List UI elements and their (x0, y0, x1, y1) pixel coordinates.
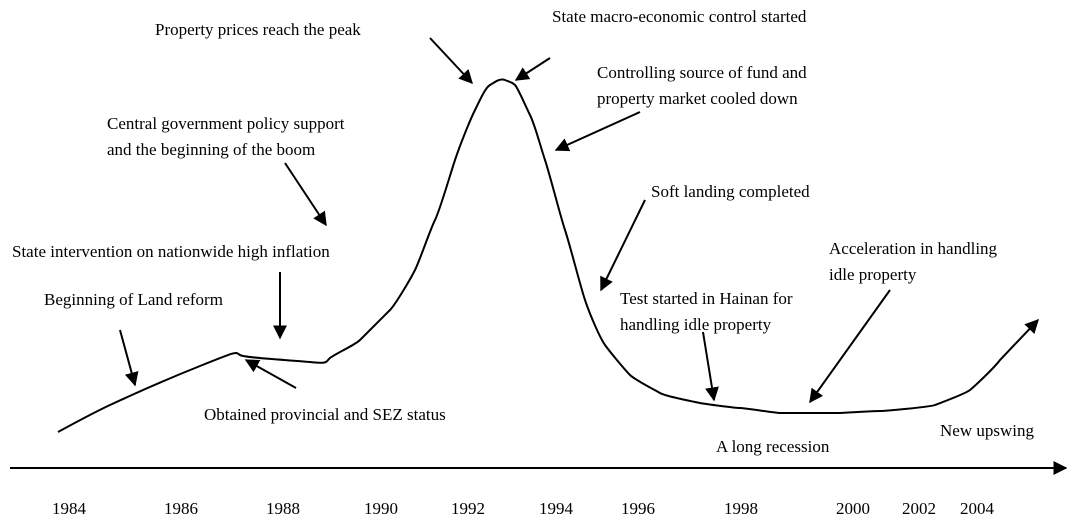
year-label: 2000 (836, 499, 870, 518)
year-label: 1990 (364, 499, 398, 518)
annotation: idle property (829, 265, 917, 284)
annotation: and the beginning of the boom (107, 140, 315, 159)
annotation: Obtained provincial and SEZ status (204, 405, 446, 424)
annotation: Central government policy support (107, 114, 345, 133)
arrow (554, 111, 641, 152)
year-label: 1984 (52, 499, 87, 518)
annotation: property market cooled down (597, 89, 798, 108)
year-label: 1998 (724, 499, 758, 518)
year-label: 1988 (266, 499, 300, 518)
annotation: Property prices reach the peak (155, 20, 361, 39)
arrow (514, 57, 551, 81)
year-label: 1994 (539, 499, 574, 518)
arrow (284, 162, 327, 227)
annotation: State macro-economic control started (552, 7, 807, 26)
arrow (429, 37, 473, 85)
arrow (809, 289, 891, 404)
year-label: 2004 (960, 499, 995, 518)
annotation: State intervention on nationwide high in… (12, 242, 330, 261)
annotation: Beginning of Land reform (44, 290, 223, 309)
arrow (119, 329, 139, 387)
cycle-curve (57, 78, 1039, 433)
arrow (702, 331, 719, 402)
annotation: Acceleration in handling (829, 239, 998, 258)
year-label: 1992 (451, 499, 485, 518)
year-label: 1996 (621, 499, 655, 518)
annotation: Soft landing completed (651, 182, 810, 201)
annotation: New upswing (940, 421, 1034, 440)
arrow (600, 199, 646, 292)
annotation: A long recession (716, 437, 830, 456)
year-label: 2002 (902, 499, 936, 518)
arrow (244, 359, 297, 389)
annotation: Test started in Hainan for (620, 289, 793, 308)
annotation: handling idle property (620, 315, 772, 334)
year-label: 1986 (164, 499, 198, 518)
annotation: Controlling source of fund and (597, 63, 807, 82)
